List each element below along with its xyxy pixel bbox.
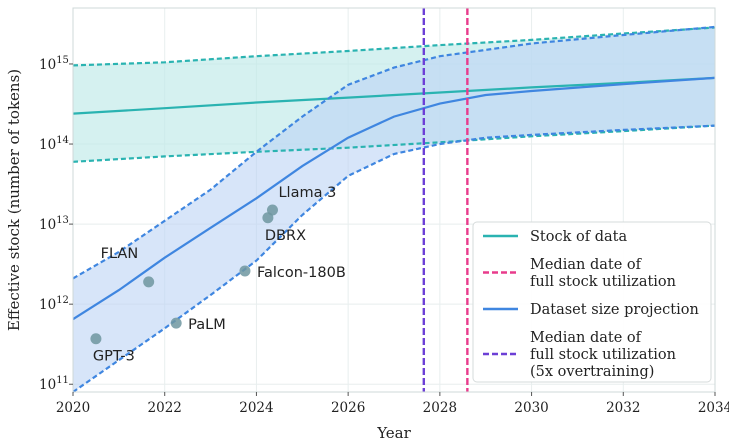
model-points: GPT-3 FLAN PaLM Falcon-180B DBRX Llama 3 — [90, 185, 346, 365]
model-point-label: DBRX — [265, 228, 306, 244]
x-tick-label: 2024 — [239, 400, 273, 416]
series-0-upper-line — [72, 26, 716, 67]
y-tick-exponent: 15 — [56, 55, 69, 66]
x-tick-label: 2032 — [606, 400, 640, 416]
legend-label: Dataset size projection — [530, 302, 699, 318]
series-0-lower-line — [72, 124, 716, 163]
y-tick-label: 1013 — [39, 215, 69, 233]
model-point — [266, 204, 278, 216]
y-tick-base: 10 — [39, 137, 56, 153]
y-tick-base: 10 — [39, 377, 56, 393]
legend-label: Median date of — [530, 330, 643, 346]
y-tick-base: 10 — [39, 217, 56, 233]
x-tick-label: 2034 — [698, 400, 729, 416]
model-point — [170, 317, 182, 329]
model-point-label: Llama 3 — [278, 185, 336, 201]
series-0-median-line — [72, 76, 716, 115]
model-point — [90, 333, 102, 345]
legend-label: Stock of data — [530, 229, 627, 245]
x-axis-title: Year — [376, 424, 411, 442]
y-tick-base: 10 — [39, 297, 56, 313]
plot-frame — [72, 7, 716, 393]
x-tick-label: 2022 — [148, 400, 182, 416]
x-tick-label: 2028 — [423, 400, 457, 416]
model-point — [239, 265, 251, 277]
series-lines — [72, 25, 716, 393]
x-tick-label: 2020 — [56, 400, 90, 416]
legend-box — [472, 221, 712, 383]
series-1-median-line — [72, 76, 716, 321]
y-tick-exponent: 11 — [56, 375, 69, 386]
legend-label: full stock utilization — [530, 347, 676, 363]
vertical-lines — [422, 8, 469, 392]
y-tick-label: 1012 — [39, 295, 69, 313]
legend-label: Median date of — [530, 257, 643, 273]
model-point-label: GPT-3 — [93, 349, 135, 365]
model-point-label: FLAN — [101, 246, 139, 262]
x-tick-label: 2030 — [514, 400, 548, 416]
y-tick-base: 10 — [39, 57, 56, 73]
x-tick-label: 2026 — [331, 400, 365, 416]
y-tick-label: 1014 — [39, 135, 69, 153]
axes: 2020 2022 2024 2026 2028 2030 2032 203410111012… — [39, 55, 729, 416]
y-tick-label: 1011 — [39, 375, 69, 393]
band-1 — [73, 26, 715, 393]
y-tick-label: 1015 — [39, 55, 69, 73]
y-tick-exponent: 13 — [56, 215, 69, 226]
model-point-label: PaLM — [188, 317, 226, 333]
series-1-upper-line — [72, 25, 716, 280]
model-point — [143, 276, 155, 288]
legend-label: (5x overtraining) — [530, 364, 654, 380]
y-tick-exponent: 14 — [56, 135, 69, 146]
y-axis-title: Effective stock (number of tokens) — [5, 69, 23, 331]
model-point-label: Falcon-180B — [257, 265, 346, 281]
y-tick-exponent: 12 — [56, 295, 69, 306]
legend-label: full stock utilization — [530, 274, 676, 290]
series-1-lower-line — [72, 124, 716, 393]
